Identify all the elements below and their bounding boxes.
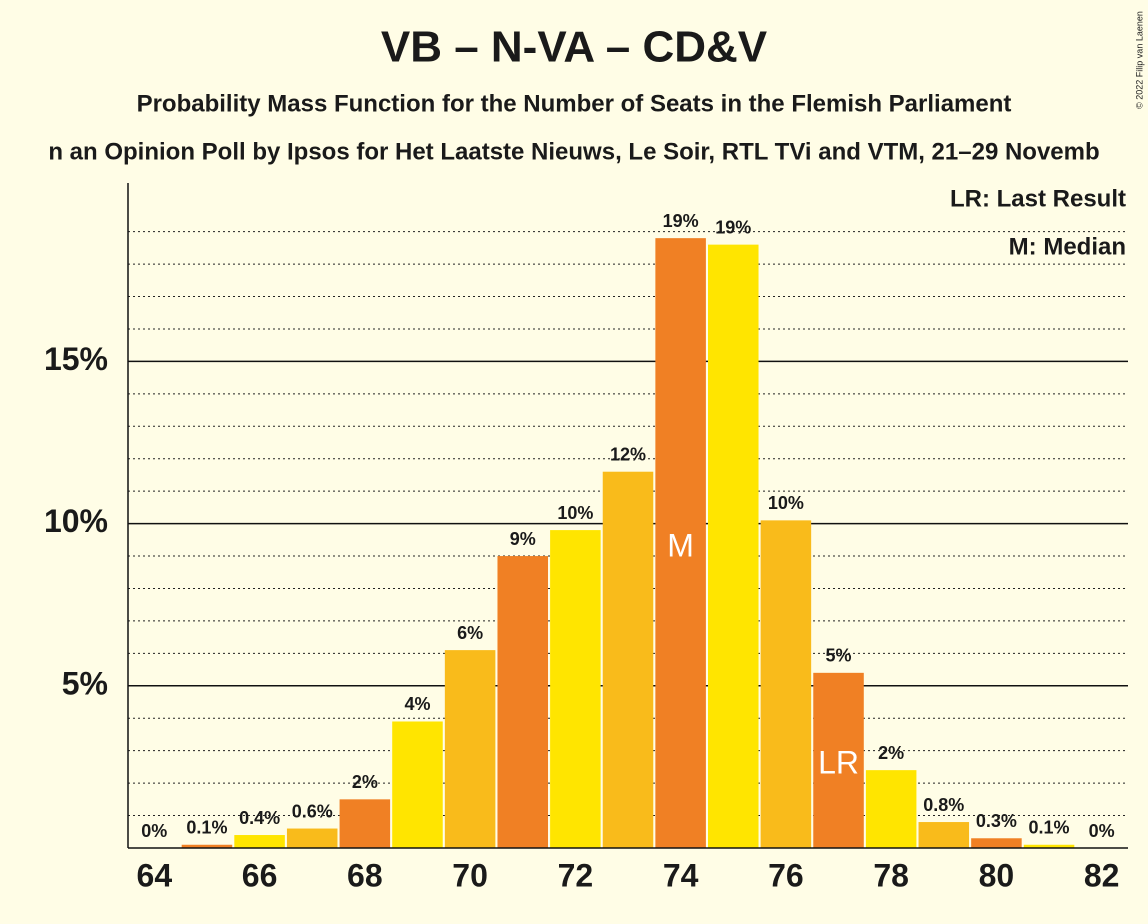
bar xyxy=(602,471,654,848)
value-label: 2% xyxy=(352,772,378,792)
value-label: 12% xyxy=(610,444,646,464)
value-label: 0.3% xyxy=(976,811,1017,831)
value-label: 19% xyxy=(715,217,751,237)
x-tick-label: 70 xyxy=(452,857,488,893)
bar xyxy=(444,650,496,848)
bar xyxy=(760,520,812,848)
y-tick-label: 10% xyxy=(44,503,108,539)
bar xyxy=(865,770,917,848)
credit: © 2022 Filip van Laenen xyxy=(1134,11,1144,109)
x-tick-label: 82 xyxy=(1084,857,1120,893)
chart-subtitle: Probability Mass Function for the Number… xyxy=(137,90,1012,117)
value-label: 0.8% xyxy=(923,795,964,815)
chart-title: VB – N-VA – CD&V xyxy=(381,23,768,72)
bar xyxy=(550,530,601,848)
bar xyxy=(234,835,285,848)
value-label: 2% xyxy=(878,743,904,763)
x-tick-label: 78 xyxy=(873,857,909,893)
value-label: 0.6% xyxy=(292,801,333,821)
bar-annotation: M xyxy=(667,527,694,563)
legend-note: LR: Last Result xyxy=(950,185,1126,212)
bar xyxy=(339,799,391,848)
bar xyxy=(813,672,864,848)
value-label: 0% xyxy=(1089,821,1115,841)
x-tick-label: 76 xyxy=(768,857,804,893)
value-label: 5% xyxy=(826,646,852,666)
value-label: 6% xyxy=(457,623,483,643)
value-label: 0.1% xyxy=(1029,818,1070,838)
x-tick-label: 68 xyxy=(347,857,383,893)
x-tick-label: 80 xyxy=(979,857,1015,893)
bar xyxy=(655,238,706,848)
legend-note: M: Median xyxy=(1009,233,1126,260)
bar xyxy=(181,844,233,848)
value-label: 19% xyxy=(663,211,699,231)
x-tick-label: 66 xyxy=(242,857,278,893)
chart-caption: n an Opinion Poll by Ipsos for Het Laats… xyxy=(48,138,1099,165)
bar-annotation: LR xyxy=(818,744,859,780)
y-tick-label: 5% xyxy=(62,665,108,701)
bar xyxy=(497,556,548,848)
value-label: 0.1% xyxy=(186,818,227,838)
bar xyxy=(918,822,970,848)
bar xyxy=(286,828,338,848)
x-tick-label: 74 xyxy=(663,857,699,893)
value-label: 10% xyxy=(768,493,804,513)
value-label: 4% xyxy=(404,694,430,714)
value-label: 10% xyxy=(557,503,593,523)
bar xyxy=(1023,844,1075,848)
y-tick-label: 15% xyxy=(44,341,108,377)
bar xyxy=(708,244,759,848)
bar xyxy=(971,838,1022,848)
value-label: 0.4% xyxy=(239,808,280,828)
x-tick-label: 64 xyxy=(137,857,173,893)
value-label: 9% xyxy=(510,529,536,549)
bar xyxy=(392,721,443,848)
x-tick-label: 72 xyxy=(558,857,594,893)
value-label: 0% xyxy=(141,821,167,841)
